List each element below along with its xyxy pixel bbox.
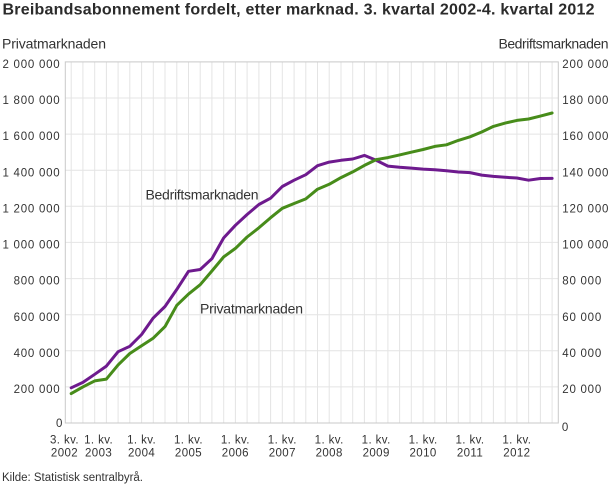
svg-text:1. kv.: 1. kv.	[174, 434, 203, 446]
svg-text:0: 0	[562, 422, 569, 434]
svg-text:1. kv.: 1. kv.	[315, 434, 344, 446]
svg-text:Privatmarknaden: Privatmarknaden	[2, 36, 106, 52]
svg-text:2008: 2008	[316, 447, 343, 459]
svg-text:200 000: 200 000	[562, 59, 609, 71]
svg-text:2 000 000: 2 000 000	[2, 59, 60, 71]
svg-text:180 000: 180 000	[562, 95, 609, 107]
svg-text:2007: 2007	[269, 447, 296, 459]
svg-text:1 000 000: 1 000 000	[2, 240, 60, 252]
svg-text:80 000: 80 000	[562, 276, 602, 288]
svg-text:1. kv.: 1. kv.	[502, 434, 531, 446]
svg-text:160 000: 160 000	[562, 131, 609, 143]
svg-text:20 000: 20 000	[562, 384, 602, 396]
svg-text:1. kv.: 1. kv.	[127, 434, 156, 446]
svg-text:600 000: 600 000	[14, 312, 61, 324]
svg-text:2003: 2003	[85, 447, 112, 459]
svg-text:1. kv.: 1. kv.	[409, 434, 438, 446]
svg-text:Breibandsabonnement fordelt, e: Breibandsabonnement fordelt, etter markn…	[3, 2, 595, 19]
svg-text:Bedriftsmarknaden: Bedriftsmarknaden	[146, 187, 259, 203]
svg-text:1. kv.: 1. kv.	[221, 434, 250, 446]
svg-text:2002: 2002	[51, 447, 78, 459]
svg-text:1 600 000: 1 600 000	[2, 131, 60, 143]
svg-text:1. kv.: 1. kv.	[268, 434, 297, 446]
svg-text:3. kv.: 3. kv.	[50, 434, 79, 446]
svg-text:Privatmarknaden: Privatmarknaden	[200, 301, 303, 317]
svg-text:2006: 2006	[222, 447, 249, 459]
svg-text:2010: 2010	[410, 447, 437, 459]
svg-text:2009: 2009	[363, 447, 390, 459]
svg-text:140 000: 140 000	[562, 167, 609, 179]
svg-text:2012: 2012	[503, 447, 530, 459]
svg-text:1 400 000: 1 400 000	[2, 167, 60, 179]
svg-text:1. kv.: 1. kv.	[84, 434, 113, 446]
svg-text:2011: 2011	[457, 447, 483, 459]
svg-text:60 000: 60 000	[562, 312, 602, 324]
svg-text:Kilde: Statistisk sentralbyrå.: Kilde: Statistisk sentralbyrå.	[2, 472, 143, 484]
svg-text:400 000: 400 000	[14, 348, 61, 360]
svg-text:2005: 2005	[175, 447, 202, 459]
svg-text:1. kv.: 1. kv.	[455, 434, 484, 446]
svg-text:0: 0	[56, 418, 63, 430]
svg-text:1 200 000: 1 200 000	[2, 203, 60, 215]
svg-text:800 000: 800 000	[14, 276, 61, 288]
svg-text:200 000: 200 000	[14, 384, 61, 396]
svg-text:100 000: 100 000	[562, 240, 609, 252]
svg-text:120 000: 120 000	[562, 203, 609, 215]
svg-text:Bedriftsmarknaden: Bedriftsmarknaden	[499, 36, 609, 52]
svg-text:40 000: 40 000	[562, 348, 602, 360]
svg-text:1 800 000: 1 800 000	[2, 95, 60, 107]
svg-text:2004: 2004	[128, 447, 155, 459]
svg-text:1. kv.: 1. kv.	[362, 434, 391, 446]
